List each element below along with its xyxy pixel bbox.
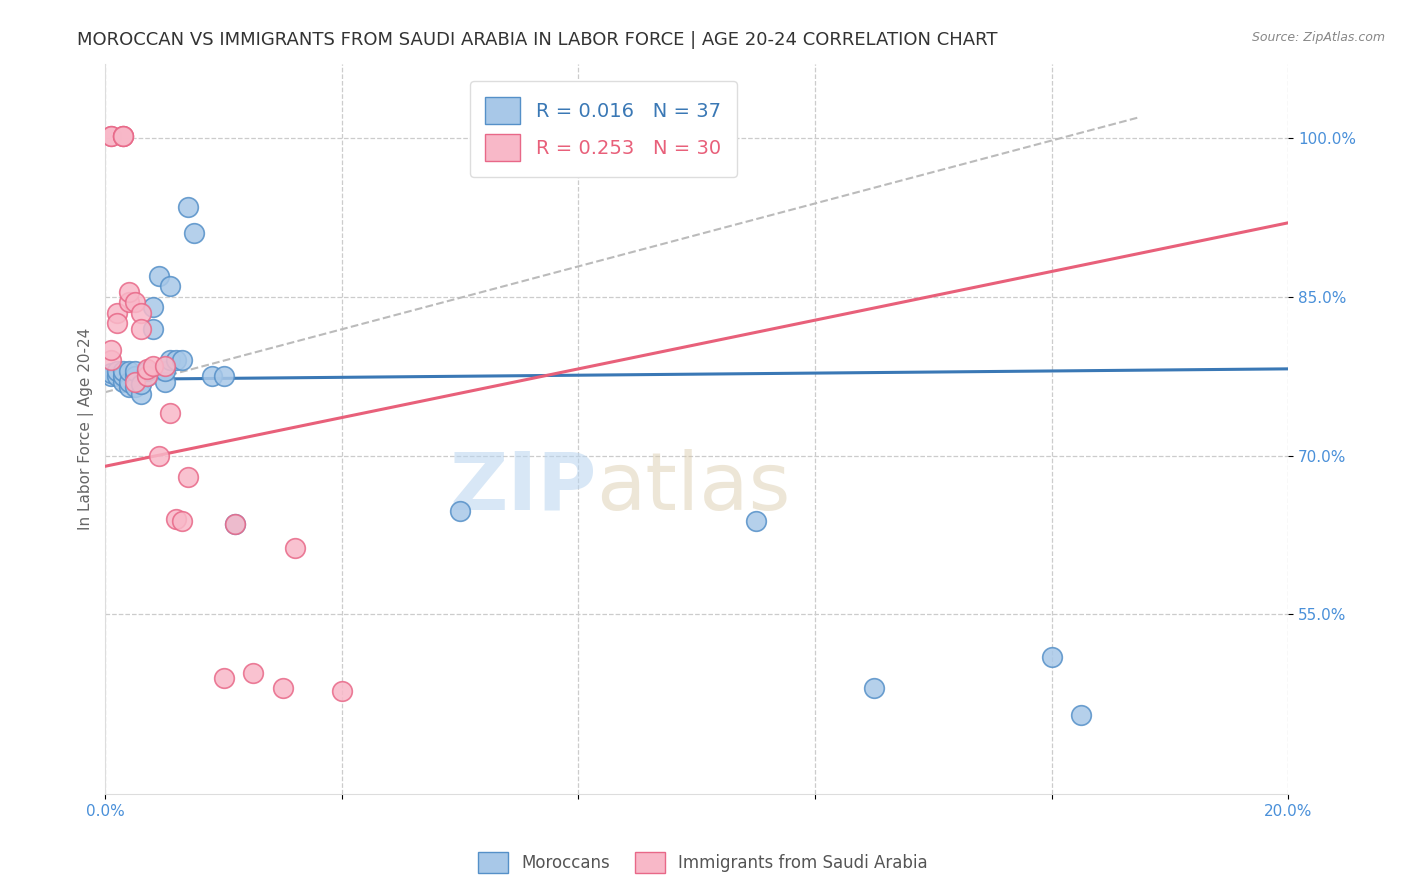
Point (100, 343, 122, 357)
Point (124, 369, 146, 384)
Point (105, 306, 128, 320)
Point (153, 375, 176, 389)
Point (118, 364, 141, 378)
Point (124, 364, 146, 378)
Point (118, 285, 141, 299)
Point (148, 449, 170, 463)
Point (135, 362, 157, 376)
Point (112, 364, 135, 378)
Point (105, 369, 128, 384)
Point (212, 369, 235, 384)
Point (745, 514, 768, 528)
Point (1070, 707, 1092, 722)
Point (242, 665, 264, 680)
Point (224, 517, 246, 532)
Point (100, 369, 122, 384)
Point (135, 364, 157, 378)
Point (105, 316, 128, 330)
Point (124, 375, 146, 389)
Point (537, 128, 560, 143)
Point (100, 128, 122, 143)
Point (112, 128, 135, 143)
Point (165, 353, 187, 368)
Point (224, 517, 246, 532)
Point (142, 321, 165, 335)
Point (271, 681, 294, 696)
Point (100, 353, 122, 368)
Point (284, 541, 307, 555)
Text: MOROCCAN VS IMMIGRANTS FROM SAUDI ARABIA IN LABOR FORCE | AGE 20-24 CORRELATION : MOROCCAN VS IMMIGRANTS FROM SAUDI ARABIA… (77, 31, 998, 49)
Point (159, 353, 181, 368)
Text: Source: ZipAtlas.com: Source: ZipAtlas.com (1251, 31, 1385, 45)
Point (142, 359, 165, 373)
Point (112, 369, 135, 384)
Point (118, 295, 141, 310)
Point (124, 295, 146, 310)
Legend: R = 0.016   N = 37, R = 0.253   N = 30: R = 0.016 N = 37, R = 0.253 N = 30 (470, 81, 737, 177)
Point (172, 353, 194, 368)
Point (100, 128, 122, 143)
Point (118, 380, 141, 394)
Point (172, 514, 194, 528)
Point (863, 681, 886, 696)
Point (129, 376, 152, 391)
Text: ZIP: ZIP (449, 449, 596, 526)
Text: atlas: atlas (596, 449, 790, 526)
Point (212, 671, 235, 685)
Point (177, 470, 200, 484)
Point (159, 406, 181, 420)
Point (177, 200, 200, 214)
Point (129, 387, 152, 401)
Point (112, 375, 135, 389)
Point (183, 227, 205, 241)
Point (153, 359, 176, 373)
Point (153, 364, 176, 378)
Point (129, 321, 152, 335)
Point (129, 306, 152, 320)
Point (449, 503, 471, 517)
Point (148, 268, 170, 283)
Point (135, 369, 157, 384)
Point (330, 683, 353, 698)
Point (1040, 649, 1063, 664)
Point (142, 301, 165, 315)
Point (201, 369, 224, 384)
Point (135, 369, 157, 384)
Point (100, 366, 122, 380)
Point (165, 512, 187, 526)
Point (118, 375, 141, 389)
Point (112, 128, 135, 143)
Legend: Moroccans, Immigrants from Saudi Arabia: Moroccans, Immigrants from Saudi Arabia (471, 846, 935, 880)
Point (159, 279, 181, 293)
Y-axis label: In Labor Force | Age 20-24: In Labor Force | Age 20-24 (79, 328, 94, 531)
Point (105, 364, 128, 378)
Point (124, 380, 146, 394)
Point (112, 128, 135, 143)
